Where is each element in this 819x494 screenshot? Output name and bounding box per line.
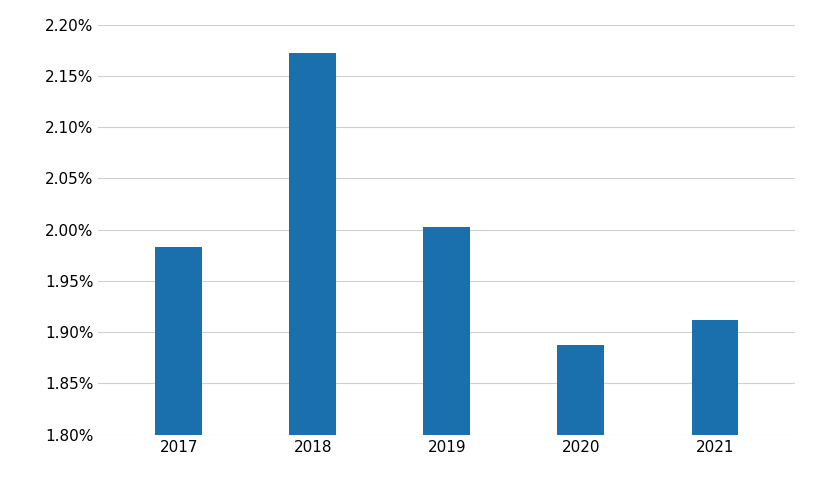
Bar <box>690 320 738 494</box>
Bar <box>289 53 336 494</box>
Bar <box>423 227 470 494</box>
Bar <box>155 247 202 494</box>
Bar <box>557 344 604 494</box>
